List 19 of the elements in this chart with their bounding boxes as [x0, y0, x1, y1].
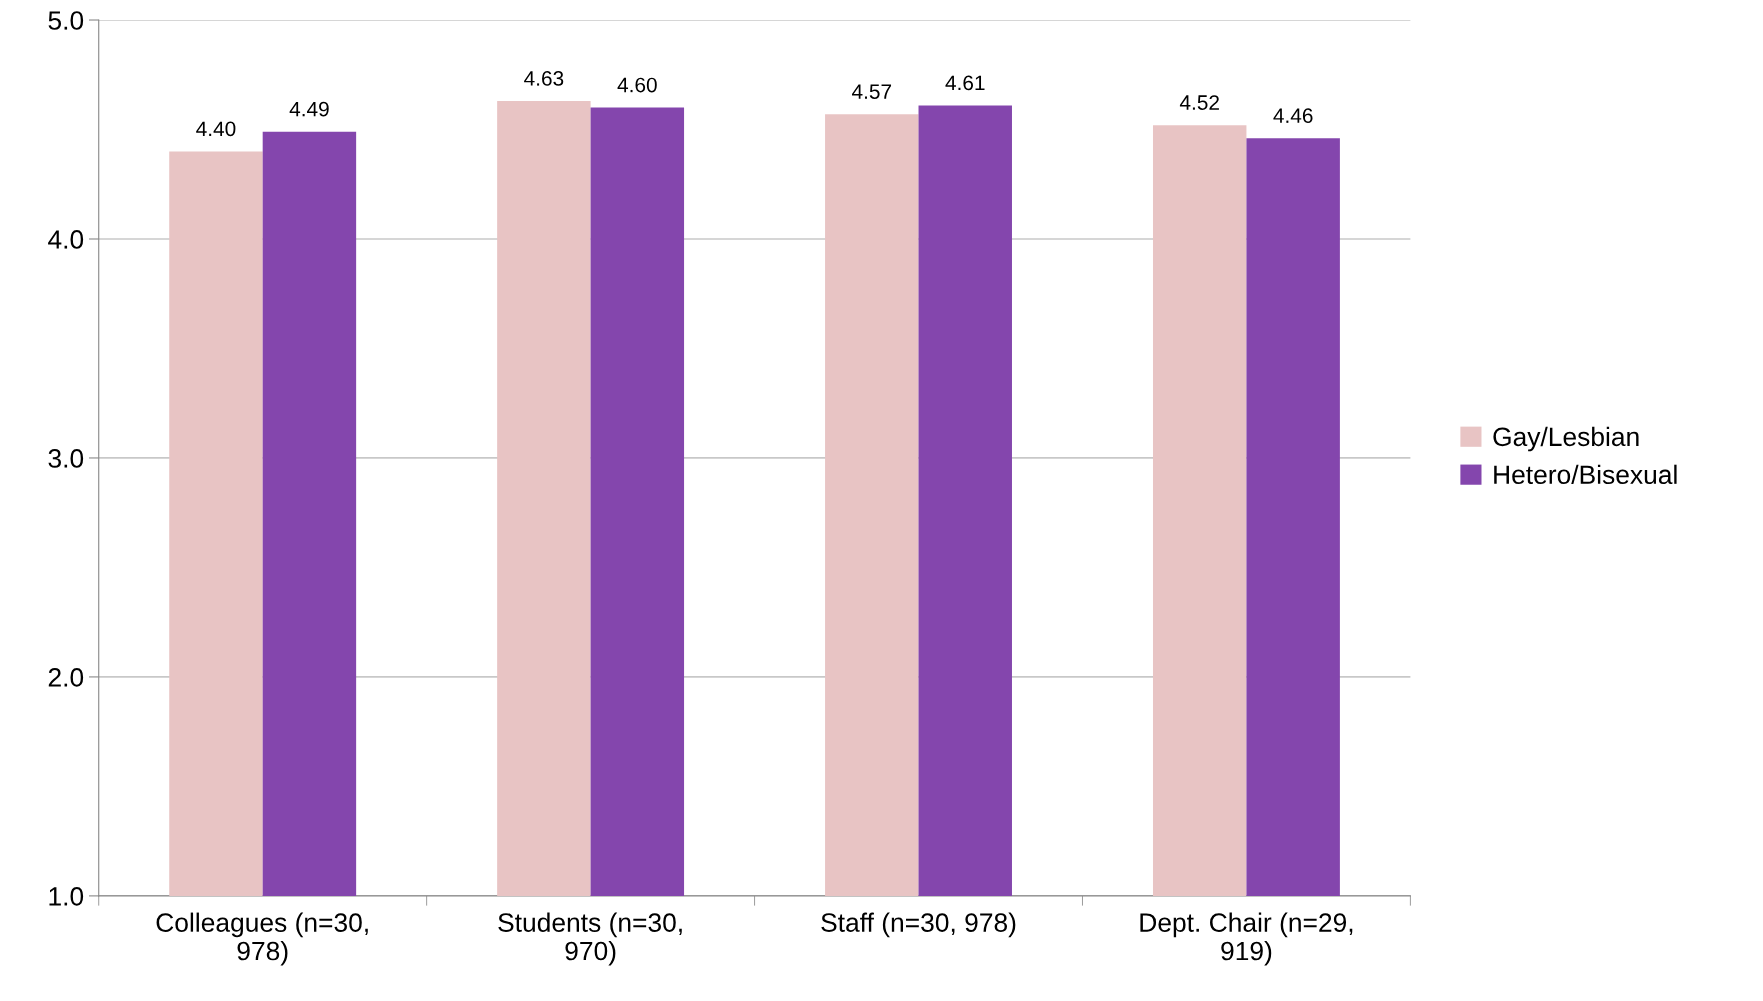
- y-tick-label: 1.0: [49, 887, 84, 906]
- x-tick-label: Staff (n=30, 978): [821, 912, 1016, 938]
- y-tick-label: 4.0: [48, 230, 84, 249]
- legend-label: Gay/Lesbian: [1493, 426, 1639, 452]
- y-tick-label: 2.0: [48, 668, 84, 687]
- data-label: 4.61: [945, 75, 985, 91]
- y-tick-label: 3.0: [48, 449, 84, 468]
- y-tick-label: 5.0: [48, 11, 84, 30]
- data-label: 4.57: [852, 84, 892, 99]
- x-tick-label: Dept. Chair (n=29, 919): [1140, 912, 1353, 966]
- data-label: 4.60: [617, 77, 657, 93]
- data-label: 4.49: [289, 101, 329, 117]
- data-label: 4.63: [524, 71, 564, 86]
- data-label: 4.52: [1179, 95, 1219, 110]
- data-label: 4.40: [196, 121, 236, 137]
- x-tick-label: Students (n=30, 970): [498, 912, 682, 966]
- legend-label: Hetero/Bisexual: [1494, 464, 1677, 485]
- data-label: 4.46: [1273, 108, 1313, 124]
- x-tick-label: Colleagues (n=30, 978): [156, 912, 368, 966]
